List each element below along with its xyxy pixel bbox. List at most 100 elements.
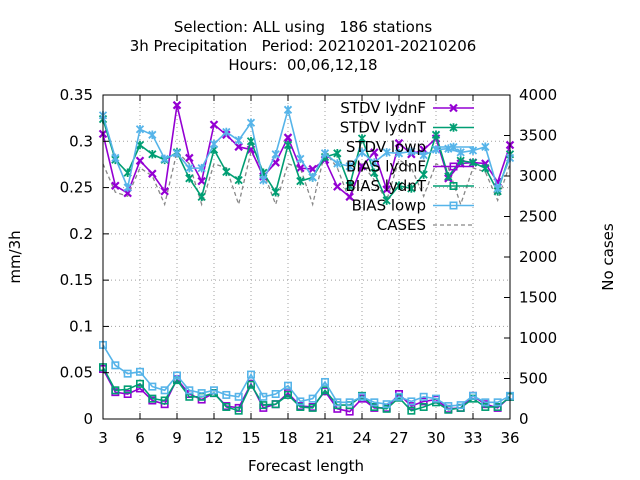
data-point-bias-lydnt — [493, 402, 502, 411]
legend-label: STDV lydnT — [340, 119, 427, 137]
series-line-bias-lydnt — [102, 366, 511, 412]
data-point-stdv-lowp — [185, 163, 194, 173]
y2-tick-label: 500 — [519, 370, 548, 388]
data-point-bias-lydnt — [370, 402, 379, 411]
data-point-bias-lydnt — [123, 385, 132, 394]
data-point-bias-lowp — [320, 377, 329, 386]
data-point-stdv-lydnt — [222, 167, 231, 177]
data-point-stdv-lowp — [259, 175, 268, 185]
data-point-stdv-lydnt — [148, 149, 157, 159]
data-point-stdv-lydnt — [407, 184, 416, 193]
legend-label: STDV lydnF — [340, 99, 426, 117]
data-point-stdv-lydnt — [431, 130, 441, 140]
y-tick-label: 0.1 — [69, 317, 93, 335]
series-layer — [98, 100, 515, 416]
data-point-bias-lydnt — [148, 394, 157, 403]
legend-label: CASES — [377, 216, 426, 234]
y-tick-label: 0.15 — [60, 271, 93, 289]
data-point-stdv-lowp — [493, 184, 502, 193]
data-point-stdv-lydnf — [172, 100, 182, 110]
data-point-stdv-lydnf — [148, 169, 157, 178]
data-point-bias-lowp — [382, 400, 391, 409]
data-point-stdv-lydnf — [185, 153, 194, 163]
data-point-stdv-lydnt — [382, 196, 391, 205]
data-point-stdv-lydnf — [111, 181, 120, 190]
data-point-bias-lydnt — [308, 403, 317, 412]
legend-entry-bias-lowp: BIAS lowp — [352, 197, 474, 215]
data-point-stdv-lydnf — [234, 142, 243, 152]
data-point-stdv-lowp — [357, 148, 367, 157]
data-point-bias-lydnf — [123, 390, 132, 399]
data-point-stdv-lowp — [148, 130, 157, 140]
data-point-stdv-lydnf — [209, 120, 219, 129]
axis-ticks: 0 0.05 0.1 0.15 0.2 0.25 0.3 0.35 0 500 1000 1500 20… — [60, 86, 558, 447]
data-point-bias-lowp — [468, 391, 477, 400]
data-point-bias-lydnt — [160, 396, 169, 405]
data-point-stdv-lowp — [197, 163, 206, 173]
legend-marker — [449, 142, 458, 152]
data-point-stdv-lowp — [160, 154, 169, 164]
data-point-stdv-lydnt — [481, 163, 490, 173]
data-point-bias-lydnt — [136, 379, 145, 388]
series-line-bias-lowp — [102, 344, 511, 407]
legend-entry-bias-lydnf: BIAS lydnF — [346, 158, 474, 176]
legend-marker — [449, 162, 458, 171]
legend-label: STDV lowp — [346, 138, 426, 156]
data-point-bias-lydnt — [259, 401, 268, 410]
data-point-stdv-lydnt — [333, 149, 342, 158]
legend-entry-stdv-lydnf: STDV lydnF — [340, 99, 474, 117]
data-point-bias-lowp — [357, 392, 366, 401]
data-point-stdv-lowp — [370, 158, 379, 167]
series-stdv-lydnt — [98, 114, 515, 205]
data-point-stdv-lowp — [320, 149, 330, 158]
data-point-bias-lowp — [185, 386, 194, 395]
data-point-stdv-lydnf — [333, 182, 342, 191]
x-tick-label: 24 — [352, 429, 371, 447]
y2-tick-label: 0 — [519, 410, 529, 428]
data-point-stdv-lowp — [123, 183, 132, 192]
data-point-bias-lydnf — [407, 402, 416, 411]
data-point-bias-lowp — [370, 398, 379, 407]
x-tick-label: 12 — [204, 429, 223, 447]
y2-tick-label: 2500 — [519, 208, 557, 226]
data-point-stdv-lowp — [209, 139, 219, 149]
data-point-bias-lydnt — [481, 402, 490, 411]
data-point-bias-lowp — [296, 397, 305, 406]
legend-label: BIAS lowp — [352, 197, 426, 215]
data-point-stdv-lydnt — [296, 176, 305, 186]
y-tick-label: 0.25 — [60, 179, 93, 197]
data-point-bias-lydnt — [247, 380, 256, 389]
data-point-bias-lowp — [283, 381, 292, 390]
data-point-bias-lowp — [456, 401, 465, 410]
series-line-stdv-lowp — [102, 106, 511, 191]
data-point-stdv-lowp — [407, 147, 416, 156]
data-point-bias-lydnt — [407, 406, 416, 415]
data-point-stdv-lydnt — [246, 136, 256, 146]
legend-marker — [449, 103, 458, 113]
data-point-stdv-lydnt — [197, 192, 206, 202]
data-point-bias-lowp — [111, 361, 120, 370]
data-point-bias-lowp — [345, 398, 354, 407]
y-axis-label: mm/3h — [6, 230, 24, 283]
data-point-stdv-lydnt — [345, 181, 354, 191]
data-point-stdv-lydnf — [197, 176, 206, 186]
legend-label: BIAS lydnF — [346, 158, 426, 176]
data-point-bias-lowp — [210, 386, 219, 395]
data-point-stdv-lydnt — [185, 174, 194, 183]
data-point-bias-lowp — [308, 394, 317, 403]
y-tick-label: 0.05 — [60, 364, 93, 382]
data-point-stdv-lydnt — [271, 187, 280, 197]
x-tick-label: 9 — [172, 429, 182, 447]
data-point-bias-lowp — [148, 382, 157, 391]
data-point-stdv-lydnf — [345, 192, 354, 202]
y2-tick-label: 3500 — [519, 127, 557, 145]
data-point-stdv-lydnt — [456, 156, 465, 166]
data-point-bias-lydnt — [283, 390, 292, 399]
data-point-stdv-lowp — [246, 118, 256, 128]
data-point-bias-lowp — [123, 369, 132, 378]
legend-marker — [449, 201, 458, 210]
x-tick-label: 6 — [135, 429, 145, 447]
y2-tick-label: 1500 — [519, 289, 557, 307]
